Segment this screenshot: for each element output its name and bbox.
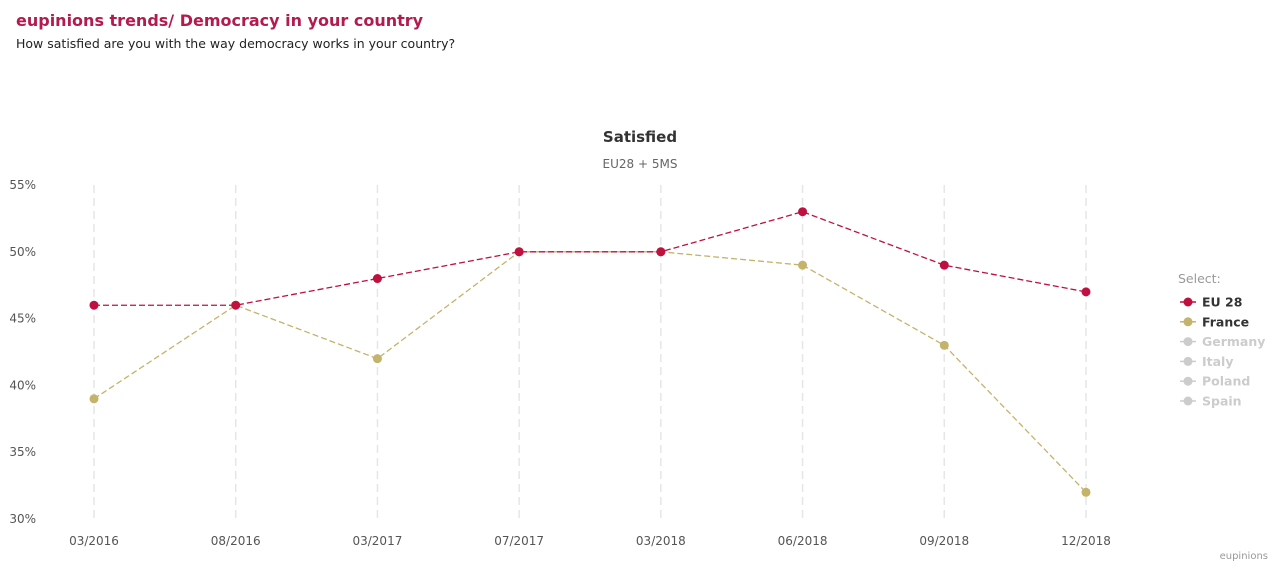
grid-layer: [93, 185, 1087, 519]
data-point[interactable]: [798, 260, 808, 270]
legend-swatch-marker: [1183, 356, 1193, 366]
data-point[interactable]: [89, 300, 99, 310]
series-line: [93, 251, 1087, 493]
chart-title: Satisfied: [603, 128, 677, 146]
data-point[interactable]: [89, 394, 99, 404]
x-tick-label: 07/2017: [494, 534, 544, 548]
y-axis: 30% 35% 40% 45% 50% 55%: [9, 178, 36, 526]
legend-item-germany[interactable]: Germany: [1180, 334, 1265, 349]
data-point[interactable]: [1081, 287, 1091, 297]
data-point[interactable]: [656, 247, 666, 257]
legend-item-eu-28[interactable]: EU 28: [1180, 295, 1242, 310]
x-tick-label: 06/2018: [778, 534, 828, 548]
x-tick-label: 08/2016: [211, 534, 261, 548]
y-tick-label: 30%: [9, 512, 36, 526]
series-france: [89, 247, 1091, 497]
data-point[interactable]: [939, 260, 949, 270]
chart-subtitle: EU28 + 5MS: [603, 157, 678, 171]
data-point[interactable]: [514, 247, 524, 257]
y-tick-label: 40%: [9, 378, 36, 392]
legend-label: Spain: [1202, 394, 1242, 409]
series-eu-28: [89, 207, 1091, 310]
series-layer: [89, 207, 1091, 497]
legend-swatch-marker: [1183, 337, 1193, 347]
data-point[interactable]: [939, 340, 949, 350]
data-point[interactable]: [1081, 487, 1091, 497]
legend-label: EU 28: [1202, 295, 1242, 310]
page-header: eupinions trends/ Democracy in your coun…: [16, 10, 455, 52]
legend-swatch-marker: [1183, 317, 1193, 327]
page-subtitle: How satisfied are you with the way democ…: [16, 36, 456, 51]
data-point[interactable]: [798, 207, 808, 217]
x-axis: 03/2016 08/2016 03/2017 07/2017 03/2018 06/20…: [69, 534, 1111, 548]
y-tick-label: 50%: [9, 245, 36, 259]
series-line: [94, 211, 1087, 306]
x-tick-label: 03/2016: [69, 534, 119, 548]
legend-swatch-marker: [1183, 396, 1193, 406]
legend-item-italy[interactable]: Italy: [1180, 354, 1234, 369]
y-tick-label: 55%: [9, 178, 36, 192]
chart-credit: eupinions: [1220, 551, 1268, 562]
data-point[interactable]: [372, 274, 382, 284]
legend-label: Germany: [1202, 334, 1265, 349]
legend-item-poland[interactable]: Poland: [1180, 374, 1250, 389]
y-tick-label: 35%: [9, 445, 36, 459]
legend-item-spain[interactable]: Spain: [1180, 394, 1242, 409]
legend-label: France: [1202, 314, 1249, 329]
data-point[interactable]: [372, 354, 382, 364]
legend-label: Italy: [1202, 354, 1234, 369]
x-tick-label: 12/2018: [1061, 534, 1111, 548]
legend-swatch-marker: [1183, 297, 1193, 307]
page-title: eupinions trends/ Democracy in your coun…: [16, 11, 424, 30]
legend-label: Poland: [1202, 374, 1250, 389]
legend-swatch-marker: [1183, 376, 1193, 386]
legend-heading: Select:: [1178, 271, 1221, 286]
legend: Select: EU 28 France Germany Italy Poland Spa…: [1178, 271, 1265, 409]
legend-item-france[interactable]: France: [1180, 314, 1249, 329]
x-tick-label: 09/2018: [919, 534, 969, 548]
y-tick-label: 45%: [9, 312, 36, 326]
x-tick-label: 03/2018: [636, 534, 686, 548]
x-tick-label: 03/2017: [352, 534, 402, 548]
data-point[interactable]: [231, 300, 241, 310]
